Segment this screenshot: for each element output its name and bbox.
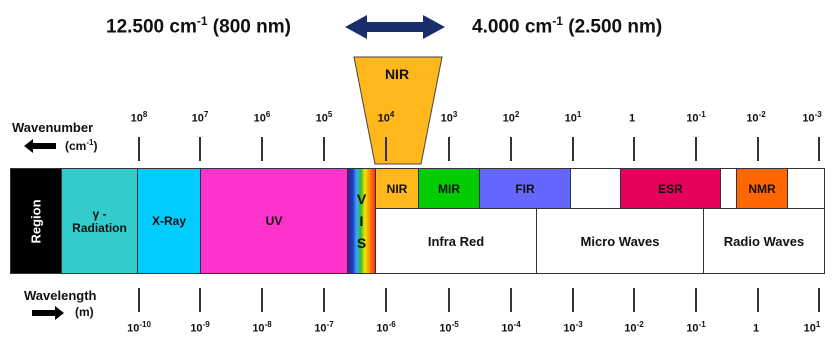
wavenumber-tick-label: 108: [130, 110, 148, 125]
wavenumber-tick: [818, 137, 820, 161]
wavelength-tick: [261, 288, 263, 312]
micro-waves-label: Micro Waves: [580, 233, 660, 249]
uv-segment: UV: [200, 168, 348, 274]
double-arrow-icon: [345, 15, 445, 39]
infra-red-cell: Infra Red: [375, 208, 537, 274]
wavelength-tick: [695, 288, 697, 312]
wavenumber-tick: [510, 137, 512, 161]
wavelength-tick: [138, 288, 140, 312]
header-right-label: 4.000 cm-1 (2.500 nm): [472, 14, 663, 38]
wavelength-tick-label: 10-6: [376, 320, 396, 335]
wavenumber-tick: [695, 137, 697, 161]
mir-cell: MIR: [418, 168, 480, 209]
left-arrow-icon: [24, 139, 56, 153]
uv-label: UV: [265, 214, 283, 228]
gamma-label-line1: γ -: [92, 207, 107, 221]
xray-label: X-Ray: [151, 214, 186, 228]
right-arrow-icon: [32, 306, 64, 320]
wavelength-tick-label: 10-5: [439, 320, 459, 335]
nir-window-shape: [353, 56, 443, 165]
wavenumber-unit: (cm-1): [65, 138, 98, 153]
wavelength-tick: [323, 288, 325, 312]
nir-cell: NIR: [375, 168, 419, 209]
wavenumber-tick: [757, 137, 759, 161]
esr-cell-label: ESR: [658, 181, 683, 196]
wavenumber-tick-label: 101: [564, 110, 582, 125]
wavenumber-tick-label: 105: [315, 110, 333, 125]
empty-cell: [570, 168, 621, 209]
wavelength-tick-label: 10-4: [501, 320, 521, 335]
nmr-cell: NMR: [736, 168, 788, 209]
wavenumber-tick-label: 104: [377, 110, 395, 125]
wavelength-tick-label: 101: [803, 320, 821, 335]
wavenumber-tick-label: 103: [440, 110, 458, 125]
esr-cell: ESR: [620, 168, 721, 209]
visible-segment: V I S: [347, 168, 376, 274]
infra-red-label: Infra Red: [427, 233, 485, 249]
region-header-cell: Region: [10, 168, 62, 274]
micro-waves-cell: Micro Waves: [536, 208, 704, 274]
vis-letter-v: V: [356, 191, 367, 207]
gamma-radiation-segment: γ - Radiation: [61, 168, 138, 274]
wavenumber-tick-label: 107: [191, 110, 209, 125]
wavelength-tick: [510, 288, 512, 312]
wavelength-tick: [572, 288, 574, 312]
wavelength-tick: [757, 288, 759, 312]
nir-window-label: NIR: [384, 66, 410, 82]
wavenumber-tick-label: 106: [253, 110, 271, 125]
wavenumber-tick: [385, 137, 387, 161]
xray-segment: X-Ray: [137, 168, 201, 274]
wavenumber-tick-label: 1: [628, 112, 636, 125]
wavelength-label: Wavelength: [24, 288, 97, 303]
region-label: Region: [28, 198, 44, 244]
wavenumber-tick: [448, 137, 450, 161]
wavenumber-tick: [633, 137, 635, 161]
fir-cell: FIR: [479, 168, 571, 209]
header-left-label: 12.500 cm-1 (800 nm): [106, 14, 291, 38]
wavelength-tick-label: 1: [752, 322, 760, 335]
wavenumber-tick-label: 10-3: [802, 110, 822, 125]
gamma-label-line2: Radiation: [72, 221, 127, 235]
wavenumber-tick-label: 10-1: [686, 110, 706, 125]
mir-cell-label: MIR: [438, 181, 460, 196]
empty-cell: [720, 168, 737, 209]
radio-waves-cell: Radio Waves: [703, 208, 825, 274]
nir-cell-label: NIR: [386, 181, 408, 196]
wavelength-tick-label: 10-8: [252, 320, 272, 335]
wavelength-tick-label: 10-9: [190, 320, 210, 335]
wavenumber-tick: [323, 137, 325, 161]
wavenumber-label: Wavenumber: [12, 120, 94, 135]
wavelength-tick: [385, 288, 387, 312]
wavelength-tick: [818, 288, 820, 312]
wavelength-tick: [448, 288, 450, 312]
vis-letter-s: S: [356, 235, 367, 251]
wavelength-tick-label: 10-2: [624, 320, 644, 335]
wavelength-tick-label: 10-7: [314, 320, 334, 335]
vis-letter-i: I: [359, 213, 364, 229]
wavenumber-tick: [572, 137, 574, 161]
fir-cell-label: FIR: [515, 181, 535, 196]
empty-cell: [787, 168, 825, 209]
wavenumber-tick-label: 10-2: [746, 110, 766, 125]
wavelength-tick: [199, 288, 201, 312]
wavelength-unit: (m): [75, 305, 94, 319]
nmr-cell-label: NMR: [748, 181, 776, 196]
wavenumber-tick: [138, 137, 140, 161]
wavelength-tick-label: 10-10: [127, 320, 151, 335]
wavelength-tick-label: 10-3: [563, 320, 583, 335]
wavelength-tick: [633, 288, 635, 312]
radio-waves-label: Radio Waves: [723, 233, 805, 249]
wavenumber-tick: [261, 137, 263, 161]
wavenumber-tick: [199, 137, 201, 161]
wavelength-tick-label: 10-1: [686, 320, 706, 335]
wavenumber-tick-label: 102: [502, 110, 520, 125]
